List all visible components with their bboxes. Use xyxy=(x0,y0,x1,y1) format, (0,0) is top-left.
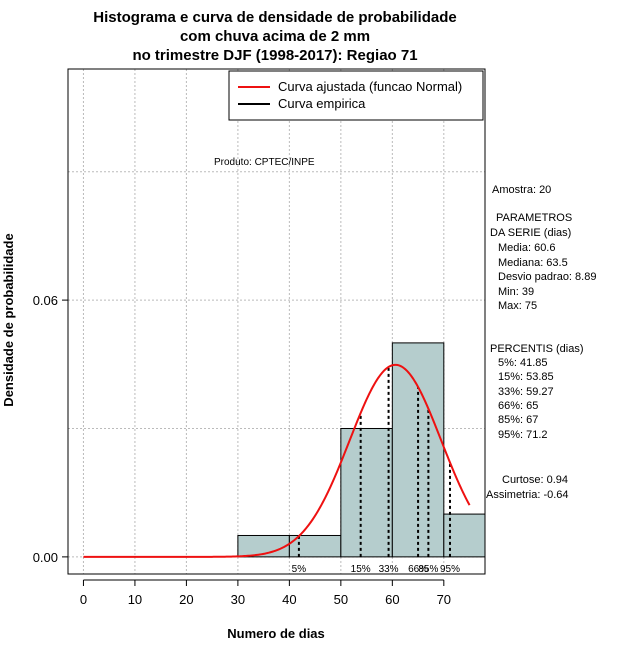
plot-frame xyxy=(67,68,486,575)
parametro-mediana: Mediana: 63.5 xyxy=(498,257,568,269)
percentile-line-label: 5% xyxy=(292,564,307,575)
percentile-lines-layer xyxy=(297,366,451,557)
legend-label-fitted: Curva ajustada (funcao Normal) xyxy=(278,79,462,94)
percentil-66: 66%: 65 xyxy=(498,400,538,412)
x-tick-label: 60 xyxy=(385,592,399,607)
percentile-line-label: 95% xyxy=(440,564,460,575)
histogram-bar xyxy=(340,427,393,558)
percentile-line-label: 33% xyxy=(379,564,399,575)
percentil-5: 5%: 41.85 xyxy=(498,357,548,369)
curtose-label: Curtose: 0.94 xyxy=(502,474,568,486)
x-tick-label: 20 xyxy=(179,592,193,607)
x-tick-label: 50 xyxy=(334,592,348,607)
percentile-labels-layer: 5% 15% 33% 66%85% 95% xyxy=(292,564,460,575)
parametro-min: Min: 39 xyxy=(498,286,534,298)
percentis-title: PERCENTIS (dias) xyxy=(490,343,584,355)
x-tick-label: 40 xyxy=(282,592,296,607)
assimetria-label: Assimetria: -0.64 xyxy=(486,489,569,501)
chart-title-line-2: com chuva acima de 2 mm xyxy=(180,28,370,45)
bars-layer xyxy=(237,342,486,558)
parametros-title-1: PARAMETROS xyxy=(496,212,572,224)
percentil-15: 15%: 53.85 xyxy=(498,371,554,383)
parametro-desvio: Desvio padrao: 8.89 xyxy=(498,271,596,283)
x-axis-label: Numero de dias xyxy=(227,626,325,641)
chart-title-line-3: no trimestre DJF (1998-2017): Regiao 71 xyxy=(132,47,417,64)
parametro-max: Max: 75 xyxy=(498,300,537,312)
x-axis: 0 10 20 30 40 50 60 70 xyxy=(80,579,451,607)
parametros-title-2: DA SERIE (dias) xyxy=(490,227,571,239)
x-tick-label: 0 xyxy=(80,592,87,607)
percentil-33: 33%: 59.27 xyxy=(498,386,554,398)
percentile-line-label: 15% xyxy=(351,564,371,575)
legend-box xyxy=(228,70,484,121)
x-tick-label: 70 xyxy=(437,592,451,607)
legend: Curva ajustada (funcao Normal) Curva emp… xyxy=(228,70,484,121)
x-tick-label: 10 xyxy=(128,592,142,607)
x-tick-label: 30 xyxy=(231,592,245,607)
percentile-line-label: 66% xyxy=(408,564,428,575)
percentile-line-label: 85% xyxy=(418,564,438,575)
produto-label: Produto: CPTEC/INPE xyxy=(214,157,315,168)
y-tick-label: 0.06 xyxy=(33,293,58,308)
y-axis: 0.00 0.06 xyxy=(33,293,68,565)
histogram-bar xyxy=(391,342,445,558)
fitted-curve-line xyxy=(83,363,471,558)
percentil-95: 95%: 71.2 xyxy=(498,429,548,441)
chart-title-line-1: Histograma e curva de densidade de proba… xyxy=(93,9,456,26)
parametro-media: Media: 60.6 xyxy=(498,242,555,254)
legend-label-empirical: Curva empirica xyxy=(278,96,366,111)
y-axis-label: Densidade de probabilidade xyxy=(1,233,16,406)
y-tick-label: 0.00 xyxy=(33,550,58,565)
amostra-label: Amostra: 20 xyxy=(492,184,551,196)
percentil-85: 85%: 67 xyxy=(498,414,538,426)
